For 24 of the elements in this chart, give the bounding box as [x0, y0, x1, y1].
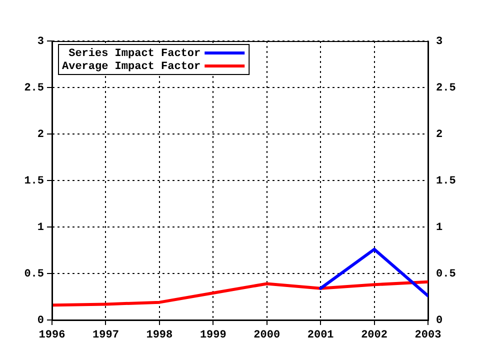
x-tick-label: 2000 — [254, 329, 280, 342]
y2-tick-label: 0.5 — [436, 268, 456, 280]
legend-label: Average Impact Factor — [62, 60, 201, 73]
y-tick-label: 2.5 — [24, 82, 44, 94]
y2-tick-label: 3 — [436, 36, 443, 48]
y-tick-label: 0 — [37, 314, 44, 327]
y2-tick-label: 1.5 — [436, 175, 456, 188]
y2-tick-label: 2 — [436, 128, 443, 141]
x-tick-label: 2001 — [307, 329, 334, 342]
legend-label: Series Impact Factor — [68, 48, 201, 60]
x-tick-label: 1999 — [200, 329, 226, 342]
y2-tick-label: 2.5 — [436, 82, 456, 94]
y2-tick-label: 0 — [436, 314, 443, 327]
y-tick-label: 3 — [37, 36, 44, 48]
y-tick-label: 1 — [37, 222, 44, 234]
y2-tick-label: 1 — [436, 222, 443, 234]
x-tick-label: 2002 — [361, 329, 388, 342]
x-tick-label: 2003 — [414, 329, 442, 342]
x-tick-label: 1997 — [92, 329, 119, 342]
y-tick-label: 0.5 — [24, 268, 44, 280]
x-tick-label: 1996 — [38, 329, 66, 342]
y-tick-label: 1.5 — [24, 175, 44, 188]
x-tick-label: 1998 — [146, 329, 174, 342]
y-tick-label: 2 — [37, 128, 44, 141]
